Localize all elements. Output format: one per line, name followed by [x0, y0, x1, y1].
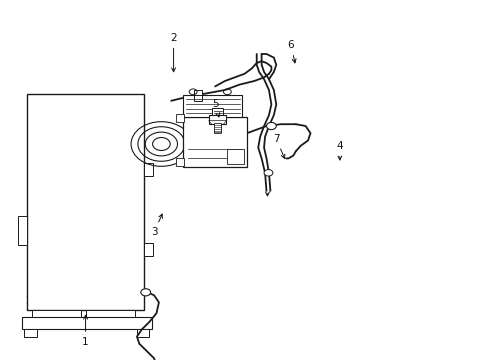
Bar [183, 95, 242, 117]
Bar [176, 158, 183, 166]
Bar [32, 310, 81, 318]
Bar [176, 114, 183, 122]
Bar [18, 216, 27, 245]
Bar [144, 243, 153, 256]
Bar [24, 329, 37, 337]
Circle shape [141, 289, 150, 296]
Circle shape [266, 122, 276, 130]
Text: 3: 3 [150, 214, 162, 237]
Bar [194, 90, 202, 101]
Text: 2: 2 [170, 33, 177, 72]
Bar [208, 115, 226, 124]
Bar [27, 94, 144, 310]
Bar [144, 163, 153, 176]
Bar [214, 123, 221, 133]
Text: 6: 6 [287, 40, 295, 63]
Bar [137, 329, 149, 337]
Text: 1: 1 [82, 315, 89, 347]
Bar [227, 149, 244, 164]
Text: 7: 7 [272, 134, 285, 158]
Bar [183, 117, 246, 167]
Circle shape [264, 170, 272, 176]
Bar [211, 108, 223, 116]
Text: 4: 4 [336, 141, 343, 160]
Bar [85, 310, 135, 318]
Text: 5: 5 [211, 99, 219, 117]
Bar [22, 317, 151, 329]
